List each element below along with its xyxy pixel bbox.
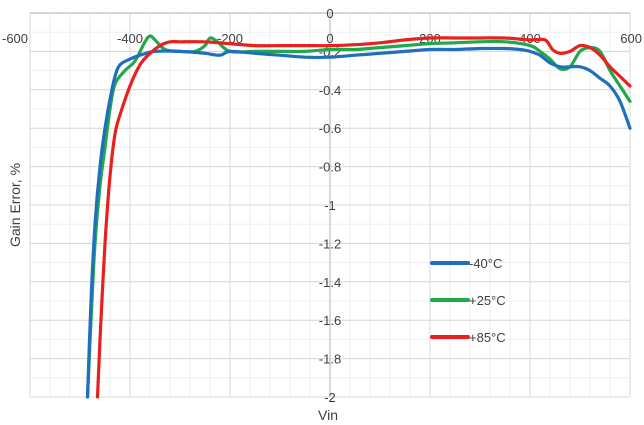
y-tick-label: -0.8: [319, 160, 341, 175]
y-axis-label: Gain Error, %: [7, 163, 23, 247]
x-tick-label: -400: [117, 31, 143, 46]
x-tick-label: 0: [326, 31, 333, 46]
y-tick-label: -1: [324, 198, 336, 213]
y-tick-label: 0: [326, 6, 333, 21]
y-tick-label: -1.2: [319, 236, 341, 251]
y-tick-label: -1.8: [319, 352, 341, 367]
series-line-0: [85, 46, 632, 399]
series-line-1: [85, 34, 632, 399]
legend-label: +85°C: [469, 330, 506, 345]
legend-label: +25°C: [469, 293, 506, 308]
legend-label: -40°C: [469, 256, 502, 271]
y-tick-label: -0.4: [319, 83, 341, 98]
x-tick-label: 600: [620, 31, 642, 46]
y-tick-label: -1.4: [319, 275, 341, 290]
y-tick-label: -1.6: [319, 313, 341, 328]
legend: -40°C +25°C +85°C: [430, 256, 506, 345]
y-tick-labels: 0-0.2-0.4-0.6-0.8-1-1.2-1.4-1.6-1.8-2: [319, 6, 341, 405]
axes: [30, 12, 630, 397]
y-tick-label: -2: [324, 390, 336, 405]
x-axis-label: Vin: [318, 407, 338, 423]
series-lines: [85, 34, 632, 399]
series-line-2: [95, 36, 632, 399]
x-tick-labels: -600 -400 -200 0 200 400 600: [2, 31, 642, 46]
y-tick-label: -0.6: [319, 121, 341, 136]
x-tick-label: -600: [2, 31, 28, 46]
